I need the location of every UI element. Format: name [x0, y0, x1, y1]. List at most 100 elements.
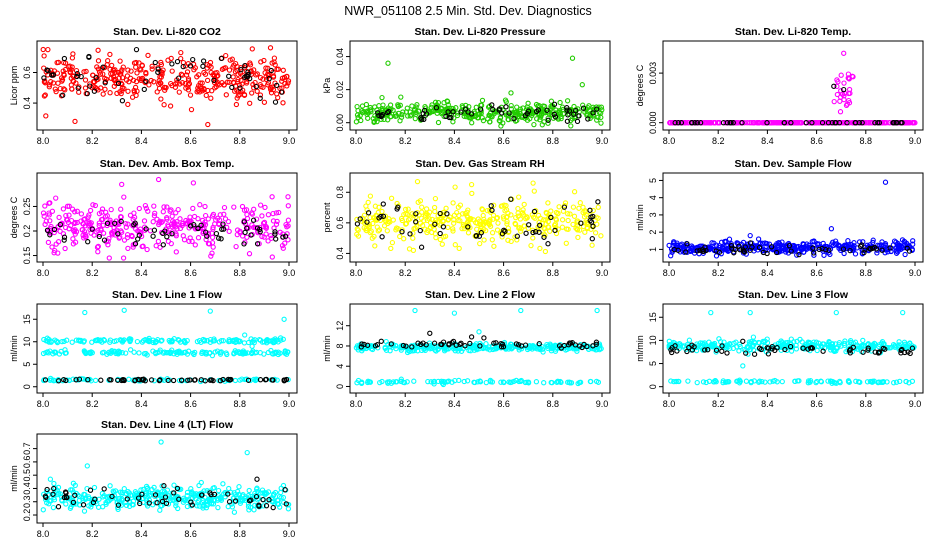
data-point	[246, 487, 252, 494]
data-point	[374, 118, 380, 125]
data-point	[279, 78, 285, 84]
x-tick-label: 8.0	[663, 136, 676, 146]
data-point	[551, 222, 558, 228]
data-point	[40, 46, 46, 53]
data-point	[233, 243, 239, 250]
data-point	[57, 228, 63, 234]
data-point	[833, 242, 839, 248]
y-axis-label: percent	[322, 202, 332, 233]
data-point	[117, 71, 123, 78]
data-point	[248, 232, 254, 238]
y-tick-label: 0.6	[22, 456, 32, 469]
data-point	[51, 349, 58, 355]
data-point	[376, 215, 382, 221]
data-point	[547, 341, 553, 347]
data-point	[893, 239, 899, 245]
data-point	[141, 86, 147, 93]
data-point	[437, 108, 443, 114]
data-point	[486, 221, 493, 228]
x-tick-label: 8.2	[86, 399, 99, 409]
data-point	[231, 351, 237, 357]
data-point	[688, 120, 695, 126]
data-point	[564, 107, 570, 113]
data-point	[846, 100, 853, 106]
data-point	[159, 337, 165, 343]
data-point	[598, 233, 604, 239]
data-point	[239, 203, 246, 210]
data-point	[432, 195, 439, 202]
x-tick-label: 9.0	[596, 136, 609, 146]
data-point	[210, 72, 216, 78]
data-point	[94, 64, 100, 70]
data-point	[845, 71, 852, 77]
data-point	[192, 377, 198, 383]
data-point	[859, 120, 865, 126]
data-point	[270, 492, 277, 499]
data-point	[101, 237, 108, 243]
x-tick-label: 8.4	[135, 136, 148, 146]
data-point	[911, 120, 917, 126]
data-point	[165, 222, 171, 228]
data-point	[596, 109, 602, 115]
data-point	[115, 377, 121, 383]
x-tick-label: 8.2	[712, 399, 725, 409]
data-point	[191, 222, 197, 228]
data-point	[898, 350, 904, 356]
data-point	[166, 231, 173, 237]
data-point	[573, 108, 579, 114]
data-point	[852, 251, 859, 257]
x-tick-label: 8.4	[135, 268, 148, 278]
data-point	[232, 498, 239, 504]
data-point	[409, 344, 415, 350]
data-point	[51, 485, 57, 492]
data-point	[403, 109, 410, 115]
data-point	[431, 340, 438, 346]
data-point	[419, 204, 425, 210]
data-point	[117, 489, 124, 495]
data-point	[720, 379, 726, 386]
data-point	[882, 242, 888, 248]
data-point	[268, 347, 274, 354]
data-point	[161, 102, 167, 108]
data-point	[93, 75, 99, 81]
y-axis-label: ml/min	[322, 335, 332, 362]
data-point	[844, 243, 850, 249]
data-point	[62, 224, 69, 231]
data-point	[148, 77, 154, 84]
data-point	[506, 110, 512, 116]
data-point	[385, 341, 391, 348]
data-point	[782, 343, 788, 349]
data-point	[57, 221, 63, 228]
data-point	[839, 91, 846, 97]
data-point	[410, 230, 416, 236]
data-point	[265, 82, 271, 88]
data-point	[257, 202, 264, 208]
x-tick-label: 8.4	[135, 399, 148, 409]
data-point	[437, 216, 443, 222]
data-point	[253, 83, 259, 90]
data-point	[202, 212, 209, 219]
data-point	[543, 210, 550, 216]
data-point	[124, 496, 130, 502]
data-point	[845, 378, 852, 385]
data-point	[419, 116, 425, 122]
data-point	[236, 339, 242, 345]
data-point	[465, 217, 472, 224]
data-point	[181, 338, 187, 344]
data-point	[262, 377, 269, 383]
data-point	[165, 57, 171, 63]
data-point	[57, 491, 63, 497]
data-point	[227, 57, 233, 63]
data-point	[719, 348, 725, 354]
data-point	[202, 203, 208, 210]
data-point	[711, 120, 718, 126]
data-point	[506, 379, 512, 385]
data-point	[375, 110, 381, 116]
data-point	[282, 487, 288, 493]
data-point	[838, 72, 844, 78]
data-point	[79, 495, 86, 501]
data-point	[204, 233, 210, 239]
data-point	[759, 240, 766, 246]
data-point	[497, 115, 504, 121]
